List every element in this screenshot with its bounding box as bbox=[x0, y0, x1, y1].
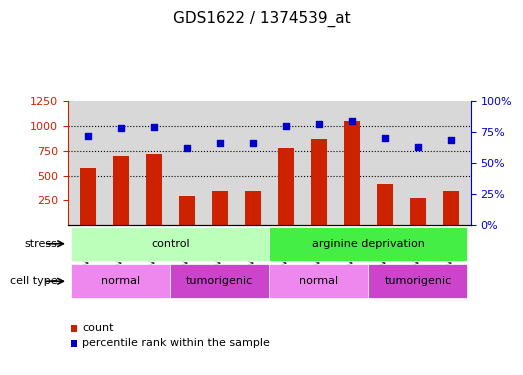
Point bbox=[248, 140, 257, 146]
Text: tumorigenic: tumorigenic bbox=[186, 276, 254, 286]
Text: normal: normal bbox=[101, 276, 140, 286]
Point bbox=[447, 136, 455, 142]
Bar bbox=[410, 198, 426, 225]
Bar bbox=[245, 191, 261, 225]
Point bbox=[215, 140, 224, 146]
Point bbox=[315, 120, 323, 126]
Bar bbox=[178, 196, 195, 225]
Bar bbox=[344, 120, 360, 225]
Text: arginine deprivation: arginine deprivation bbox=[312, 239, 425, 249]
Point bbox=[381, 135, 389, 141]
Bar bbox=[71, 264, 170, 298]
Bar bbox=[170, 264, 269, 298]
Bar bbox=[278, 148, 294, 225]
Point bbox=[348, 118, 356, 124]
Bar bbox=[71, 227, 269, 261]
Point bbox=[150, 124, 158, 130]
Point bbox=[84, 133, 92, 139]
Bar bbox=[145, 154, 162, 225]
Text: percentile rank within the sample: percentile rank within the sample bbox=[82, 338, 270, 348]
Point bbox=[414, 144, 422, 150]
Text: normal: normal bbox=[299, 276, 338, 286]
Bar bbox=[112, 156, 129, 225]
Point bbox=[117, 126, 125, 132]
Text: tumorigenic: tumorigenic bbox=[384, 276, 451, 286]
Text: GDS1622 / 1374539_at: GDS1622 / 1374539_at bbox=[173, 11, 350, 27]
Point bbox=[282, 123, 290, 129]
Bar bbox=[269, 227, 468, 261]
Bar bbox=[377, 184, 393, 225]
Bar bbox=[269, 264, 368, 298]
Bar bbox=[311, 140, 327, 225]
Bar bbox=[79, 168, 96, 225]
Text: count: count bbox=[82, 323, 113, 333]
Point bbox=[183, 145, 191, 151]
Bar bbox=[368, 264, 468, 298]
Bar bbox=[212, 191, 228, 225]
Text: stress: stress bbox=[25, 239, 58, 249]
Bar bbox=[442, 191, 459, 225]
Text: control: control bbox=[151, 239, 190, 249]
Text: cell type: cell type bbox=[10, 276, 58, 286]
